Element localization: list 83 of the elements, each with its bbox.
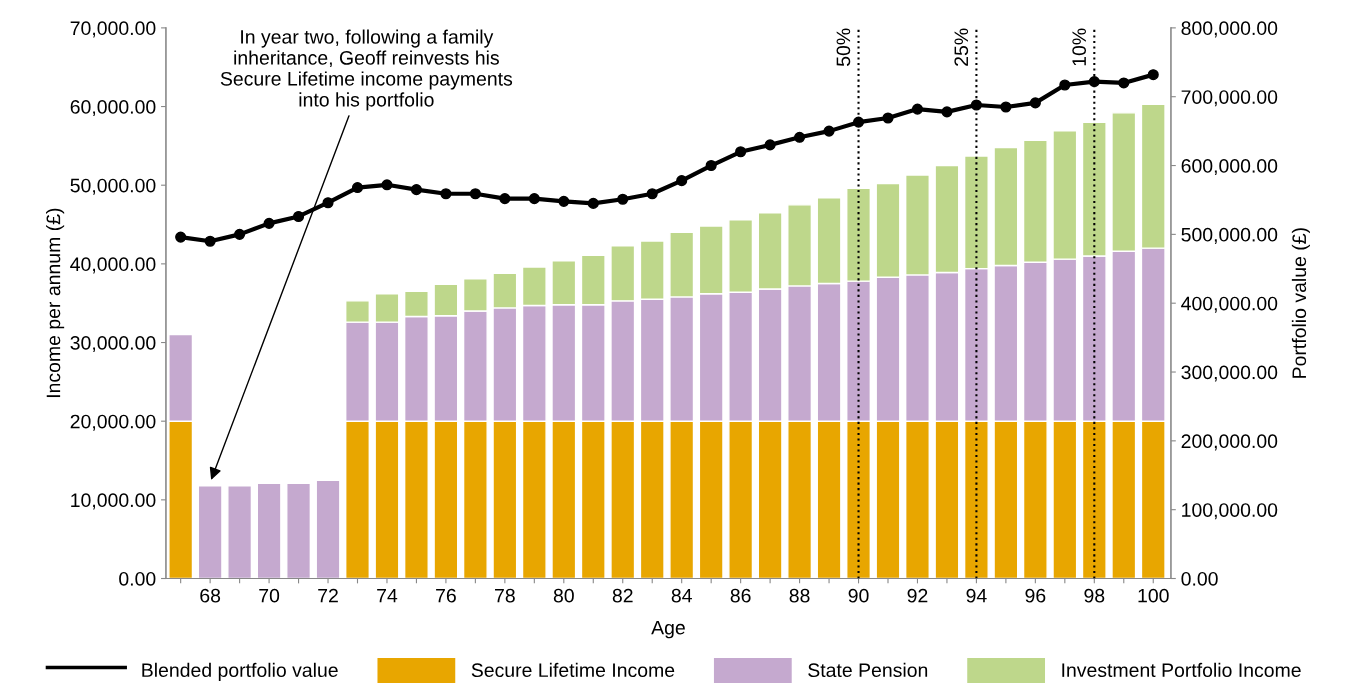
x-tick-label: 78 (495, 588, 515, 603)
x-axis-title: Age (651, 620, 685, 639)
legend-label: Investment Portfolio Income (1062, 662, 1301, 678)
x-tick-label: 76 (436, 588, 456, 603)
x-tick-label: 92 (907, 588, 928, 603)
x-tick-label: 82 (612, 588, 633, 603)
bar (256, 482, 282, 579)
point (911, 103, 924, 115)
bar (315, 479, 341, 579)
point (970, 99, 982, 111)
point (381, 179, 393, 191)
y-tick-label: 20,000.00 (70, 414, 156, 431)
point (705, 159, 717, 172)
point (528, 193, 540, 205)
x-tick-label: 84 (671, 588, 692, 603)
bar (227, 484, 253, 579)
x-tick-label: 74 (377, 588, 398, 603)
annotation: 50% (836, 28, 851, 67)
y-tick-label: 70,000.00 (70, 21, 156, 38)
y-tick-label: 0.00 (119, 571, 156, 586)
point (351, 182, 364, 194)
x-tick-label: 68 (200, 588, 221, 603)
y2-tick-label: 800,000.00 (1181, 21, 1278, 38)
x-tick-label: 70 (259, 588, 280, 603)
y-tick-label: 30,000.00 (70, 335, 156, 353)
point (764, 139, 776, 151)
x-tick-label: 90 (848, 588, 869, 603)
point (882, 112, 894, 124)
point (941, 106, 953, 118)
point (617, 193, 629, 205)
point (646, 188, 658, 200)
point (440, 188, 452, 200)
x-tick-label: 98 (1084, 588, 1105, 603)
point (499, 193, 511, 205)
point (735, 146, 747, 158)
point (234, 228, 246, 240)
y2-tick-label: 100,000.00 (1182, 503, 1278, 520)
x-tick-label: 88 (789, 588, 810, 603)
x-tick-label: 80 (553, 588, 574, 603)
point (587, 197, 599, 209)
point (558, 195, 570, 207)
bar (286, 482, 312, 579)
point (823, 125, 835, 137)
point (1118, 77, 1130, 89)
point (1000, 101, 1012, 113)
bar (197, 484, 223, 579)
point (469, 188, 481, 200)
annotation: 10% (1072, 28, 1087, 66)
point (410, 184, 422, 196)
y-axis-title: Income per annum (£) (46, 208, 65, 398)
x-tick-label: 94 (966, 588, 987, 603)
legend-label: Secure Lifetime Income (471, 662, 675, 678)
y2-axis-title: Portfolio value (£) (1291, 228, 1310, 378)
x-tick-label: 100 (1138, 588, 1169, 603)
point (1029, 97, 1041, 109)
y-tick-label: 40,000.00 (70, 257, 156, 274)
y2-tick-label: 600,000.00 (1181, 159, 1278, 176)
annotation: In year two, following a family inheritance, Geoff reinvests his Secure Lifetime income payments into his portfolio (220, 29, 513, 111)
y2-tick-label: 200,000.00 (1181, 434, 1278, 451)
x-tick-label: 72 (318, 588, 338, 603)
legend-label: Blended portfolio value (142, 662, 338, 681)
x-tick-label: 86 (730, 588, 751, 603)
point (676, 175, 688, 187)
y2-tick-label: 300,000.00 (1181, 365, 1278, 382)
y-tick-label: 10,000.00 (71, 493, 156, 510)
point (292, 210, 305, 223)
y2-tick-label: 500,000.00 (1181, 227, 1278, 244)
point (1059, 79, 1071, 91)
y-tick-label: 60,000.00 (70, 100, 156, 117)
point (322, 197, 334, 209)
point (263, 217, 275, 229)
point (1088, 76, 1100, 88)
point (175, 231, 187, 243)
point (1147, 69, 1159, 81)
y2-tick-label: 0.00 (1181, 571, 1218, 586)
legend-label: State Pension (808, 662, 928, 678)
y2-tick-label: 400,000.00 (1181, 296, 1278, 313)
x-tick-label: 96 (1025, 588, 1046, 603)
annotation: 25% (954, 28, 969, 66)
point (204, 235, 216, 247)
y2-tick-label: 700,000.00 (1181, 90, 1278, 107)
y-tick-label: 50,000.00 (70, 178, 156, 195)
point (794, 131, 806, 143)
